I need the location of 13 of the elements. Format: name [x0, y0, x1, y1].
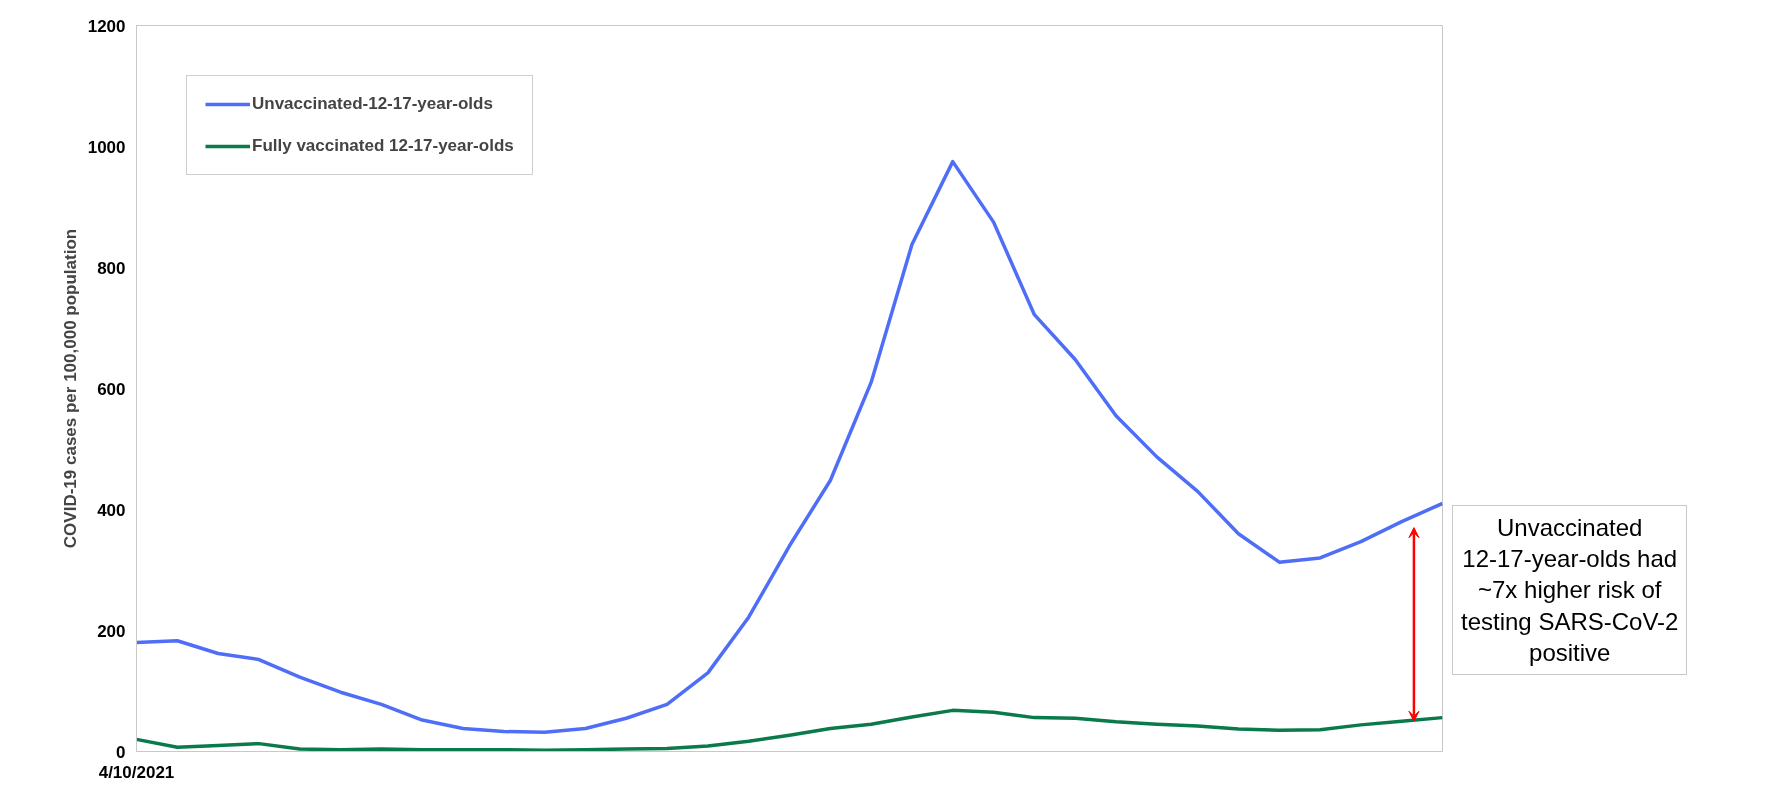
y-tick-label: 800 [97, 258, 126, 278]
text: Unvaccinated 12-17-year-olds had ~7x higher risk of testing SARS-CoV-2 positive [1452, 505, 1688, 675]
y-tick-label: 200 [97, 621, 126, 641]
y-tick-label: 1200 [87, 16, 126, 36]
line-series [136, 159, 1443, 734]
y-tick-label: 1000 [87, 137, 126, 157]
x-tick-label: 4/10/2021 [98, 762, 175, 782]
y-axis-title: COVID-19 cases per 100,000 population [60, 228, 80, 549]
legend-label: Fully vaccinated 12-17-year-olds [252, 136, 514, 156]
legend-label: Unvaccinated-12-17-year-olds [252, 94, 493, 114]
y-tick-label: 0 [116, 742, 126, 762]
y-tick-label: 600 [97, 379, 126, 399]
y-tick-label: 400 [97, 500, 126, 520]
